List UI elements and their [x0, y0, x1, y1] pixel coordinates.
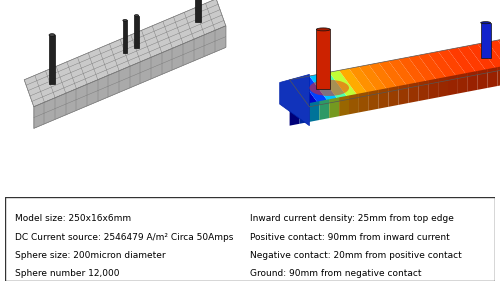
Text: Sphere number 12,000: Sphere number 12,000	[15, 270, 120, 278]
Polygon shape	[388, 59, 418, 88]
Bar	[134, 16, 138, 48]
Bar	[316, 30, 330, 89]
Ellipse shape	[134, 14, 138, 16]
Bar	[49, 35, 55, 83]
Polygon shape	[438, 77, 448, 97]
Polygon shape	[428, 51, 458, 80]
Polygon shape	[428, 78, 438, 99]
Polygon shape	[359, 65, 388, 93]
Bar	[123, 20, 127, 53]
Text: Sphere size: 200micron diameter: Sphere size: 200micron diameter	[15, 251, 166, 260]
Polygon shape	[24, 0, 226, 107]
Polygon shape	[468, 44, 498, 73]
Polygon shape	[468, 71, 477, 92]
Polygon shape	[300, 103, 310, 124]
Polygon shape	[329, 97, 339, 118]
Ellipse shape	[49, 34, 55, 36]
Polygon shape	[320, 99, 329, 120]
Polygon shape	[488, 40, 500, 69]
Polygon shape	[478, 69, 488, 90]
Polygon shape	[438, 50, 468, 78]
Polygon shape	[418, 53, 448, 82]
Polygon shape	[290, 105, 300, 126]
Polygon shape	[349, 66, 378, 95]
Polygon shape	[359, 92, 369, 112]
FancyBboxPatch shape	[5, 197, 495, 281]
Polygon shape	[369, 63, 398, 92]
Polygon shape	[378, 61, 408, 90]
Polygon shape	[320, 72, 349, 101]
Polygon shape	[488, 67, 498, 88]
Polygon shape	[498, 65, 500, 86]
Text: Ground: 90mm from negative contact: Ground: 90mm from negative contact	[250, 270, 422, 278]
Polygon shape	[448, 48, 478, 77]
Polygon shape	[418, 80, 428, 101]
Bar	[480, 23, 490, 58]
Polygon shape	[398, 84, 408, 105]
Polygon shape	[408, 55, 438, 84]
Polygon shape	[498, 38, 500, 67]
Polygon shape	[378, 88, 388, 109]
Polygon shape	[310, 101, 320, 122]
Ellipse shape	[480, 22, 490, 24]
Ellipse shape	[310, 80, 349, 96]
Text: Negative contact: 20mm from positive contact: Negative contact: 20mm from positive con…	[250, 251, 462, 260]
Polygon shape	[280, 74, 310, 126]
Polygon shape	[310, 74, 339, 103]
Polygon shape	[448, 75, 458, 95]
Text: DC Current source: 2546479 A/m² Circa 50Amps: DC Current source: 2546479 A/m² Circa 50…	[15, 233, 233, 242]
Polygon shape	[478, 42, 500, 71]
Polygon shape	[290, 78, 320, 107]
Polygon shape	[300, 76, 329, 105]
Text: Positive contact: 90mm from inward current: Positive contact: 90mm from inward curre…	[250, 233, 450, 242]
Ellipse shape	[123, 20, 127, 21]
Text: Model size: 250x16x6mm: Model size: 250x16x6mm	[15, 214, 131, 223]
Polygon shape	[329, 70, 359, 99]
Polygon shape	[458, 46, 488, 75]
Polygon shape	[34, 26, 226, 128]
Polygon shape	[339, 68, 369, 97]
Polygon shape	[458, 73, 468, 93]
Polygon shape	[408, 82, 418, 103]
Polygon shape	[369, 90, 378, 110]
Bar	[195, 0, 201, 22]
Text: Inward current density: 25mm from top edge: Inward current density: 25mm from top ed…	[250, 214, 454, 223]
Ellipse shape	[316, 28, 330, 31]
Polygon shape	[349, 93, 359, 114]
Polygon shape	[398, 57, 428, 86]
Polygon shape	[388, 86, 398, 107]
Polygon shape	[339, 95, 349, 116]
